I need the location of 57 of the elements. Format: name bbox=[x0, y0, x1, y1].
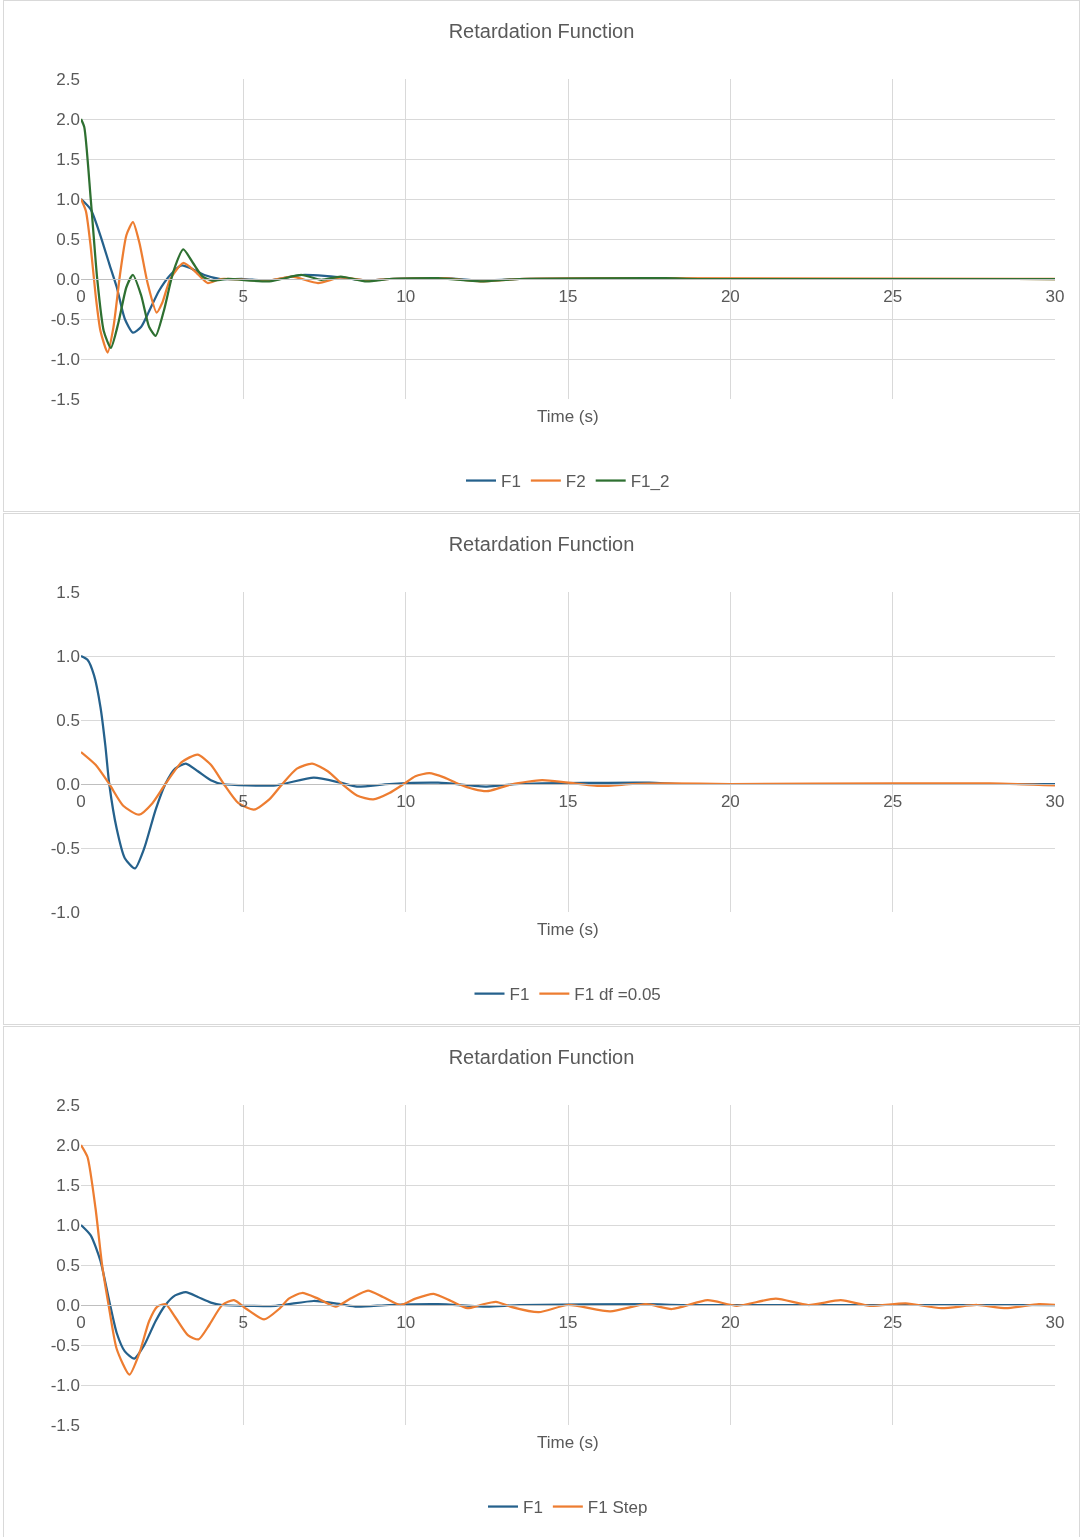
y-tick-label: 1.5 bbox=[56, 1175, 80, 1195]
y-tick-label: 0.0 bbox=[56, 1295, 80, 1315]
x-tick-label: 10 bbox=[396, 792, 416, 812]
y-tick-label: -1.0 bbox=[50, 1375, 80, 1395]
x-tick-label: 5 bbox=[238, 287, 249, 307]
legend-label: F1 bbox=[509, 985, 530, 1005]
chart-title: Retardation Function bbox=[448, 1045, 635, 1068]
x-tick-label: 10 bbox=[396, 287, 416, 307]
x-tick-label: 30 bbox=[1045, 287, 1065, 307]
y-tick-label: 0.0 bbox=[56, 774, 80, 794]
y-tick-label: 1.0 bbox=[56, 1215, 80, 1235]
y-tick-label: 2.5 bbox=[56, 69, 80, 89]
legend-label: F1 bbox=[523, 1498, 543, 1518]
x-tick-label: 15 bbox=[558, 287, 578, 307]
x-tick-label: 25 bbox=[883, 792, 903, 812]
x-tick-label: 0 bbox=[76, 287, 86, 307]
x-tick-label: 10 bbox=[396, 1313, 416, 1333]
y-tick-label: 0.5 bbox=[56, 1255, 80, 1275]
x-tick-label: 30 bbox=[1045, 792, 1065, 812]
x-tick-label: 15 bbox=[558, 1313, 578, 1333]
x-tick-label: 0 bbox=[76, 1313, 86, 1333]
y-tick-label: -1.5 bbox=[50, 389, 80, 409]
chart-title: Retardation Function bbox=[448, 532, 635, 555]
legend-label: F1_2 bbox=[630, 472, 670, 492]
x-tick-label: 20 bbox=[720, 1313, 740, 1333]
y-tick-label: -0.5 bbox=[50, 838, 80, 858]
legend-label: F2 bbox=[565, 472, 586, 492]
x-axis-title: Time (s) bbox=[537, 407, 599, 426]
x-tick-label: 20 bbox=[720, 287, 740, 307]
x-axis-title: Time (s) bbox=[537, 920, 599, 939]
x-tick-label: 25 bbox=[883, 287, 903, 307]
y-tick-label: 1.5 bbox=[56, 582, 80, 602]
x-tick-label: 30 bbox=[1045, 1313, 1065, 1333]
y-tick-label: -0.5 bbox=[50, 1335, 80, 1355]
y-tick-label: -1.0 bbox=[50, 349, 80, 369]
chart-title: Retardation Function bbox=[448, 19, 635, 42]
y-tick-label: 0.5 bbox=[56, 710, 80, 730]
x-tick-label: 20 bbox=[720, 792, 740, 812]
y-tick-label: 0.0 bbox=[56, 269, 80, 289]
y-tick-label: 2.0 bbox=[56, 1135, 80, 1155]
x-tick-label: 25 bbox=[883, 1313, 903, 1333]
x-tick-label: 5 bbox=[238, 1313, 249, 1333]
x-tick-label: 15 bbox=[558, 792, 578, 812]
y-tick-label: 0.5 bbox=[56, 229, 80, 249]
y-tick-label: -1.5 bbox=[50, 1415, 80, 1435]
x-tick-label: 0 bbox=[76, 792, 86, 812]
legend-label: F1 bbox=[501, 472, 521, 492]
y-tick-label: 2.5 bbox=[56, 1095, 80, 1115]
y-tick-label: 1.0 bbox=[56, 646, 80, 666]
y-tick-label: -1.0 bbox=[50, 902, 80, 922]
y-tick-label: 1.5 bbox=[56, 149, 80, 169]
legend-label: F1 df =0.05 bbox=[574, 985, 661, 1005]
x-axis-title: Time (s) bbox=[537, 1433, 599, 1452]
y-tick-label: 1.0 bbox=[56, 189, 80, 209]
y-tick-label: 2.0 bbox=[56, 109, 80, 129]
y-tick-label: -0.5 bbox=[50, 309, 80, 329]
legend-label: F1 Step bbox=[587, 1498, 648, 1518]
